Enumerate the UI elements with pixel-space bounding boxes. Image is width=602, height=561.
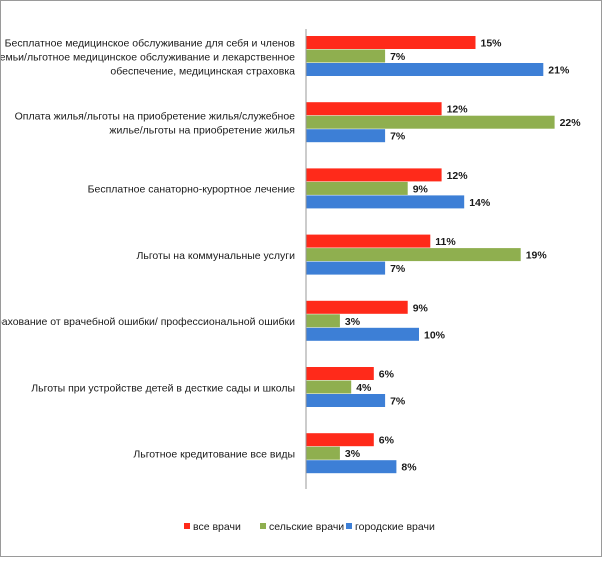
value-label-1-6: 6% xyxy=(379,369,395,381)
legend-swatch-1 xyxy=(184,523,190,529)
legend-swatch-2 xyxy=(260,523,266,529)
category-labels: Бесплатное медицинское обслуживание для … xyxy=(0,37,296,460)
legend: все врачи сельские врачи городские врачи xyxy=(184,521,435,533)
bar-3-4 xyxy=(306,261,386,275)
category-label-1-line-3: обеспечение, медицинская страховка xyxy=(110,65,295,77)
bar-2-3 xyxy=(306,181,408,195)
value-label-1-4: 11% xyxy=(435,236,456,248)
value-label-2-5: 3% xyxy=(345,316,361,328)
category-label-2-line-1: Оплата жилья/льготы на приобретение жиль… xyxy=(15,110,296,122)
legend-label-1: все врачи xyxy=(193,521,241,533)
bar-1-6 xyxy=(306,367,374,380)
value-label-1-3: 12% xyxy=(447,170,469,182)
category-label-7-line-1: Льготное кредитование все виды xyxy=(133,448,295,460)
bar-2-7 xyxy=(306,446,340,460)
bar-1-4 xyxy=(306,234,431,248)
category-label-1-line-2: семьи/льготное медицинское обслуживание … xyxy=(1,51,295,63)
bar-1-7 xyxy=(306,433,374,447)
value-label-3-1: 21% xyxy=(548,65,570,77)
value-label-2-4: 19% xyxy=(526,250,548,262)
bar-3-1 xyxy=(306,63,544,76)
value-label-2-2: 22% xyxy=(560,117,582,129)
bar-3-2 xyxy=(306,129,386,143)
value-label-1-7: 6% xyxy=(379,435,395,447)
bar-3-6 xyxy=(306,394,386,407)
bar-2-6 xyxy=(306,380,352,394)
bar-2-1 xyxy=(306,49,386,63)
value-label-2-7: 3% xyxy=(345,448,361,460)
category-label-3-line-1: Бесплатное санаторно-курортное лечение xyxy=(88,184,296,196)
value-label-1-2: 12% xyxy=(447,104,469,116)
category-label-4-line-1: Льготы на коммунальные услуги xyxy=(136,250,295,262)
value-label-3-2: 7% xyxy=(390,131,406,143)
value-label-1-5: 9% xyxy=(413,302,429,314)
bar-1-1 xyxy=(306,36,476,49)
category-label-5-line-1: Страхование от врачебной ошибки/ професс… xyxy=(1,316,295,328)
legend-swatch-3 xyxy=(346,523,352,529)
value-label-2-1: 7% xyxy=(390,51,406,63)
bar-3-7 xyxy=(306,460,397,474)
value-label-3-7: 8% xyxy=(401,462,417,474)
value-label-3-4: 7% xyxy=(390,263,406,275)
category-label-2-line-2: жилье/льготы на приобретение жилья xyxy=(109,124,295,136)
legend-label-3: городские врачи xyxy=(355,521,435,533)
bar-1-3 xyxy=(306,168,442,182)
bar-1-5 xyxy=(306,300,408,314)
value-label-3-6: 7% xyxy=(390,396,406,408)
bar-2-2 xyxy=(306,115,555,129)
value-label-3-3: 14% xyxy=(469,197,491,209)
category-label-1-line-1: Бесплатное медицинское обслуживание для … xyxy=(5,37,296,49)
bar-3-3 xyxy=(306,195,465,209)
bar-2-4 xyxy=(306,248,521,262)
value-label-1-1: 15% xyxy=(481,38,503,50)
bar-3-5 xyxy=(306,327,419,341)
bars-layer xyxy=(306,36,555,474)
value-labels: 15% 7% 21% 12% 22% 7% 12% 9% 14% 11% 19% 7% 9% 3% 10% 6… xyxy=(345,38,581,474)
bar-2-5 xyxy=(306,314,340,328)
value-label-2-3: 9% xyxy=(413,183,429,195)
category-label-6-line-1: Льготы при устройстве детей в десткие са… xyxy=(31,382,295,394)
bar-1-2 xyxy=(306,102,442,116)
legend-label-2: сельские врачи xyxy=(269,521,344,533)
value-label-2-6: 4% xyxy=(356,382,372,394)
value-label-3-5: 10% xyxy=(424,329,446,341)
